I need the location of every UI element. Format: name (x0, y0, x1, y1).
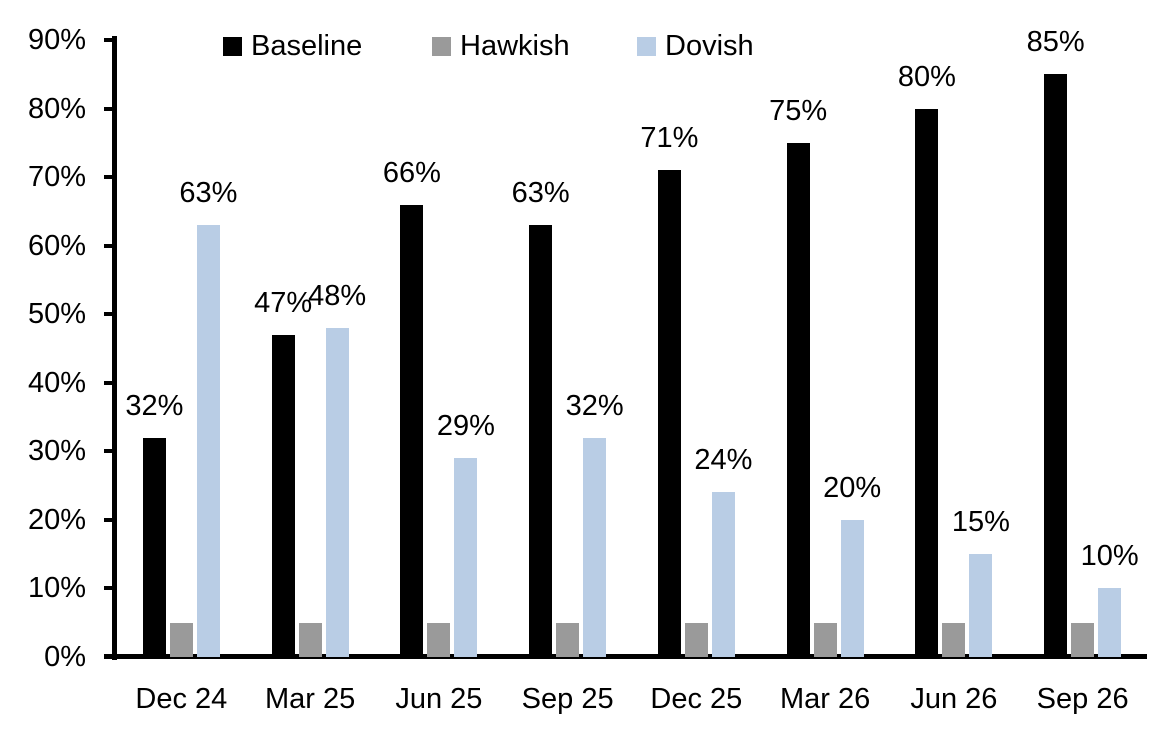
legend-label-baseline: Baseline (251, 30, 363, 62)
data-label-baseline: 85% (1026, 26, 1085, 59)
x-axis-category-label: Jun 26 (910, 683, 998, 715)
y-axis-tick-label: 10% (27, 572, 86, 605)
hawkish-swatch-icon (432, 36, 451, 56)
bar-baseline (271, 334, 295, 657)
y-axis-tick (104, 449, 113, 454)
data-label-dovish: 63% (179, 177, 238, 210)
bar-baseline (786, 142, 810, 657)
data-label-dovish: 20% (823, 471, 882, 504)
data-label-dovish: 32% (565, 389, 624, 422)
bar-baseline (400, 204, 424, 657)
y-axis-tick (104, 106, 113, 111)
x-axis-category-label: Mar 25 (264, 683, 356, 715)
bar-hawkish (298, 622, 322, 657)
legend-item-baseline: Baseline (223, 31, 362, 61)
data-label-baseline: 32% (125, 389, 184, 422)
bar-dovish (711, 492, 735, 657)
y-axis-tick (104, 312, 113, 317)
y-axis-tick (104, 175, 113, 180)
y-axis-tick-label: 90% (27, 24, 86, 56)
y-axis-tick (104, 243, 113, 248)
y-axis-tick (104, 586, 113, 591)
data-label-baseline: 47% (254, 286, 313, 319)
x-axis-category-label: Dec 25 (650, 683, 743, 715)
legend-item-hawkish: Hawkish (432, 31, 570, 61)
x-axis-category-label: Jun 25 (395, 683, 483, 715)
bar-dovish (325, 327, 349, 657)
chart-legend: Baseline Hawkish Dovish (0, 0, 1152, 70)
data-label-baseline: 66% (382, 156, 441, 189)
y-axis-tick (104, 517, 113, 522)
x-axis-category-label: Sep 26 (1036, 683, 1129, 715)
data-label-dovish: 10% (1080, 540, 1139, 573)
data-label-baseline: 71% (640, 122, 699, 155)
data-label-dovish: 29% (436, 410, 495, 443)
y-axis-tick-label: 40% (27, 366, 86, 399)
x-axis-category-label: Dec 24 (135, 683, 228, 715)
bar-dovish (840, 519, 864, 657)
bar-hawkish (556, 622, 580, 657)
bar-hawkish (684, 622, 708, 657)
data-label-baseline: 80% (897, 60, 956, 93)
y-axis-tick-label: 70% (27, 161, 86, 194)
bar-dovish (196, 225, 220, 657)
y-axis-tick-label: 30% (27, 435, 86, 468)
bar-dovish (1098, 588, 1122, 657)
y-axis-tick (104, 380, 113, 385)
bar-dovish (454, 458, 478, 657)
y-axis-line (112, 36, 117, 660)
bar-hawkish (169, 622, 193, 657)
data-label-dovish: 15% (951, 506, 1010, 539)
data-label-dovish: 48% (308, 279, 367, 312)
baseline-swatch-icon (223, 36, 242, 56)
bar-baseline (657, 170, 681, 657)
bar-hawkish (942, 622, 966, 657)
bar-hawkish (427, 622, 451, 657)
data-label-dovish: 24% (694, 444, 753, 477)
x-axis-category-label: Mar 26 (779, 683, 871, 715)
y-axis-tick-label: 60% (27, 229, 86, 262)
y-axis-tick-label: 80% (27, 92, 86, 125)
bar-dovish (969, 554, 993, 657)
y-axis-tick-label: 20% (27, 503, 86, 536)
legend-label-dovish: Dovish (665, 30, 754, 62)
data-label-baseline: 75% (769, 94, 828, 127)
y-axis-tick (104, 38, 113, 42)
x-axis-line (104, 654, 1147, 659)
bar-hawkish (813, 622, 837, 657)
legend-item-dovish: Dovish (637, 31, 754, 61)
bar-baseline (915, 108, 939, 657)
x-axis-category-label: Sep 25 (521, 683, 614, 715)
bar-dovish (583, 437, 607, 657)
bar-baseline (142, 437, 166, 657)
bar-baseline (1044, 74, 1068, 657)
y-axis-tick-label: 0% (44, 641, 86, 673)
bar-baseline (529, 225, 553, 657)
dovish-swatch-icon (637, 36, 656, 56)
legend-label-hawkish: Hawkish (460, 30, 570, 62)
bar-hawkish (1071, 622, 1095, 657)
data-label-baseline: 63% (511, 177, 570, 210)
y-axis-tick-label: 50% (27, 298, 86, 331)
